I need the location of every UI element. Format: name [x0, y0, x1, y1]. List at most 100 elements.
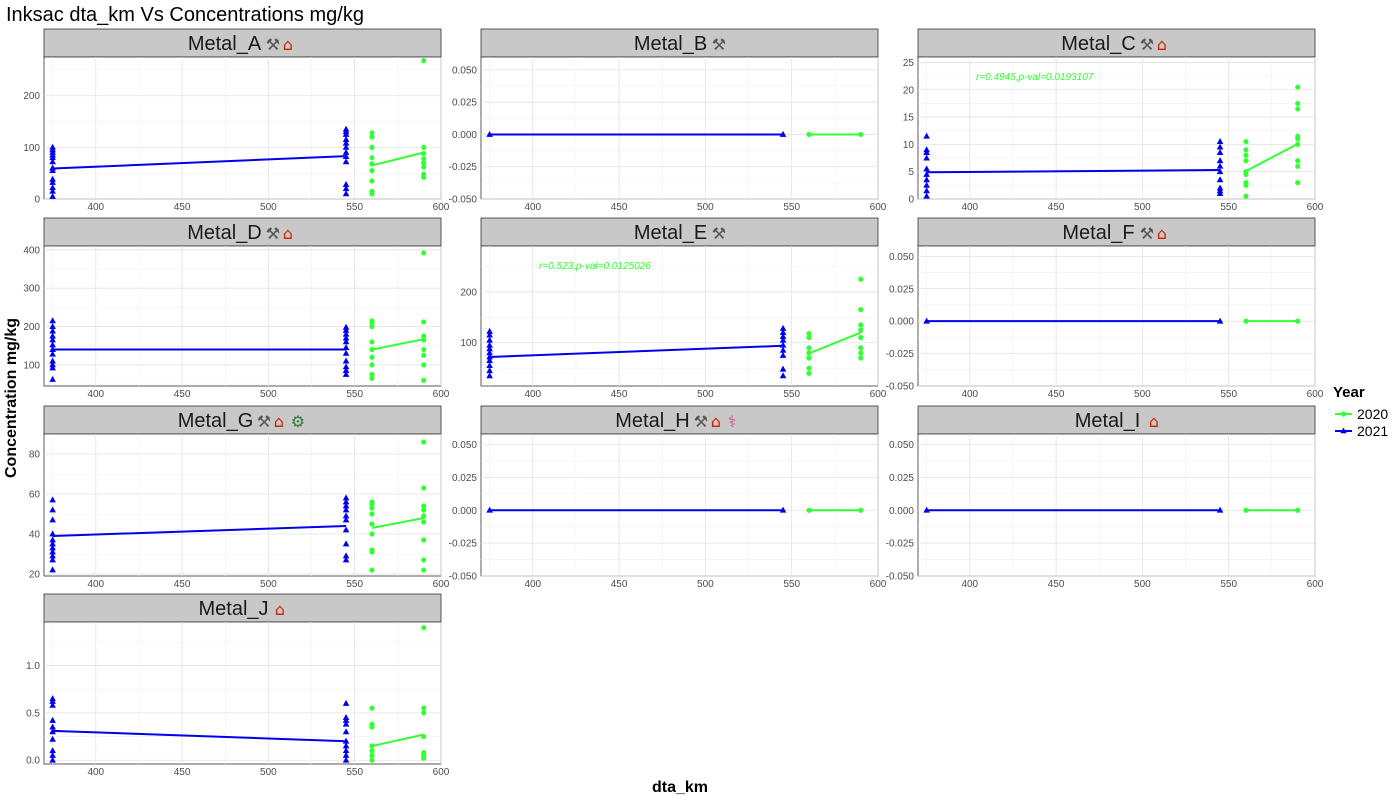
data-point [1243, 139, 1249, 145]
y-tick-label: 1.0 [26, 661, 40, 672]
y-tick-label: 0 [34, 195, 40, 206]
data-point [49, 536, 56, 543]
data-point [486, 341, 493, 348]
factory-icon: ⌂ [711, 412, 721, 431]
data-point [49, 322, 56, 329]
x-tick-label: 600 [1307, 579, 1324, 590]
trend-line [52, 729, 347, 743]
mining-icon: ⚒ [712, 224, 726, 243]
data-point [342, 720, 350, 727]
data-point [49, 178, 56, 185]
data-point [858, 350, 864, 356]
data-point [49, 695, 56, 702]
data-point [486, 336, 493, 343]
legend-entry-2021: 2021 [1335, 423, 1388, 439]
data-point [342, 756, 350, 763]
data-point [779, 324, 787, 331]
gridlines [481, 246, 879, 386]
series-2020 [1243, 84, 1301, 199]
panel-title: Metal_D [187, 222, 261, 244]
x-tick-label: 550 [346, 202, 363, 213]
y-tick-label: 20 [903, 85, 915, 96]
plot-area [480, 433, 879, 577]
series-2020 [369, 625, 427, 763]
trend-line [1245, 142, 1299, 173]
data-point [49, 336, 56, 343]
data-point [342, 190, 350, 197]
data-point [49, 332, 56, 339]
series-2020 [806, 507, 864, 513]
panel-title: Metal_C [1061, 33, 1135, 55]
y-tick-label: 0.050 [452, 440, 477, 451]
data-point [342, 338, 350, 345]
data-point [369, 144, 375, 150]
data-point [486, 353, 493, 360]
data-point [858, 327, 864, 333]
trend-line [371, 338, 424, 351]
series-2021 [923, 317, 1224, 324]
data-point [923, 181, 930, 188]
y-tick-label: 0.050 [889, 252, 914, 263]
series-2020 [369, 58, 427, 197]
data-point [923, 170, 930, 177]
data-point [1295, 141, 1301, 147]
data-point [486, 327, 493, 334]
x-tick-label: 400 [961, 389, 978, 400]
x-tick-label: 500 [697, 202, 714, 213]
x-tick-label: 450 [174, 202, 191, 213]
panel-strip [917, 405, 1316, 435]
y-tick-label: 0.050 [889, 440, 914, 451]
data-point [342, 344, 350, 351]
data-point [806, 355, 812, 361]
data-point [806, 370, 812, 376]
data-point [486, 356, 493, 363]
data-point [369, 339, 375, 345]
data-point [923, 187, 930, 194]
mining-icon: ⚒ [266, 224, 280, 243]
data-point [369, 505, 375, 511]
data-point [779, 506, 787, 513]
x-tick-label: 550 [1220, 579, 1237, 590]
data-point [369, 155, 375, 161]
data-point [342, 747, 350, 754]
y-axis-title: Concentration mg/kg [3, 318, 20, 478]
data-point [779, 341, 787, 348]
data-point [421, 439, 427, 445]
legend-marker [1340, 411, 1347, 417]
data-point [421, 513, 427, 519]
data-point [779, 365, 787, 372]
data-point [342, 556, 350, 563]
data-point [1295, 84, 1301, 90]
data-point [1243, 318, 1249, 324]
series-2021 [49, 494, 350, 573]
trend-line [52, 525, 347, 537]
factory-icon: ⌂ [275, 600, 285, 619]
chart-title: Inksac dta_km Vs Concentrations mg/kg [6, 4, 364, 26]
x-tick-label: 450 [1048, 389, 1065, 400]
data-point [369, 547, 375, 553]
x-tick-label: 600 [870, 389, 887, 400]
data-point [486, 345, 493, 352]
data-point [49, 723, 56, 730]
y-tick-label: -0.050 [886, 572, 915, 583]
series-2021 [486, 324, 787, 379]
panel-title: Metal_F [1062, 222, 1134, 244]
data-point [342, 143, 350, 150]
data-point [369, 375, 375, 381]
data-point [342, 158, 350, 165]
legend-title: Year [1333, 384, 1365, 401]
data-point [421, 250, 427, 256]
y-tick-label: -0.025 [449, 162, 478, 173]
data-point [421, 352, 427, 358]
y-tick-label: 20 [29, 570, 41, 581]
data-point [369, 354, 375, 360]
panel-metal-e: Metal_E ⚒ 400 450 500 550 600 100 200 r=0.523,p-v… [460, 217, 887, 400]
plot-area [917, 56, 1316, 200]
x-tick-label: 400 [87, 767, 104, 778]
panel-title: Metal_I [1075, 410, 1141, 432]
factory-icon: ⌂ [1157, 35, 1167, 54]
x-tick-label: 400 [524, 579, 541, 590]
data-point [1295, 100, 1301, 107]
mining-icon: ⚒ [1140, 35, 1154, 54]
